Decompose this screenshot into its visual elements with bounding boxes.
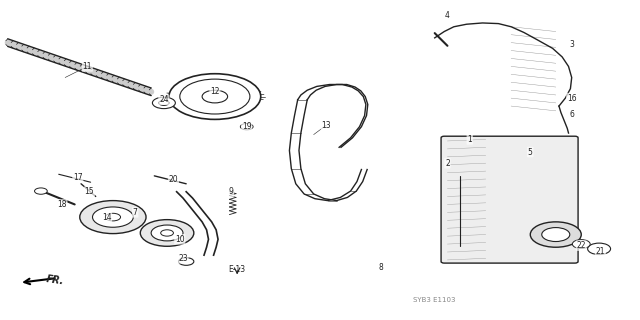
Text: 16: 16 (567, 94, 577, 103)
Text: 22: 22 (577, 241, 586, 250)
Text: 21: 21 (596, 247, 605, 257)
Circle shape (541, 228, 570, 242)
Text: 23: 23 (178, 254, 188, 263)
Text: E-13: E-13 (228, 265, 246, 274)
Circle shape (151, 225, 183, 241)
Text: 1: 1 (467, 135, 472, 144)
Circle shape (531, 222, 581, 247)
Circle shape (93, 207, 133, 227)
Text: 15: 15 (84, 187, 94, 196)
Circle shape (241, 124, 253, 130)
Text: 13: 13 (321, 121, 331, 130)
Text: 24: 24 (159, 95, 169, 104)
Circle shape (179, 258, 194, 265)
FancyBboxPatch shape (441, 136, 578, 263)
Circle shape (140, 220, 194, 246)
Text: 18: 18 (57, 200, 67, 209)
Circle shape (202, 90, 228, 103)
Text: 4: 4 (445, 11, 450, 20)
Text: 17: 17 (73, 173, 83, 182)
Circle shape (588, 243, 611, 254)
Text: 6: 6 (569, 109, 574, 118)
Text: FR.: FR. (46, 274, 65, 287)
Text: 11: 11 (83, 62, 92, 71)
Circle shape (159, 100, 169, 105)
Text: 20: 20 (168, 174, 179, 184)
Circle shape (105, 213, 120, 221)
Text: 9: 9 (228, 187, 233, 196)
Circle shape (35, 188, 47, 194)
Circle shape (161, 230, 173, 236)
Text: 2: 2 (445, 159, 450, 168)
Text: 10: 10 (175, 235, 184, 244)
Text: 7: 7 (132, 208, 138, 217)
Text: 19: 19 (242, 122, 252, 131)
Circle shape (572, 240, 590, 249)
Circle shape (169, 74, 260, 119)
Text: 3: 3 (569, 40, 574, 49)
Circle shape (180, 79, 250, 114)
Text: 12: 12 (210, 87, 220, 96)
Text: SYB3 E1103: SYB3 E1103 (413, 297, 456, 303)
Circle shape (152, 97, 175, 108)
Text: 5: 5 (528, 148, 532, 156)
Text: 14: 14 (102, 212, 111, 222)
Circle shape (80, 201, 146, 234)
Text: 8: 8 (378, 263, 383, 272)
